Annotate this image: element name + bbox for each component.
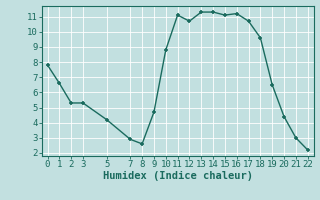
X-axis label: Humidex (Indice chaleur): Humidex (Indice chaleur)	[103, 171, 252, 181]
